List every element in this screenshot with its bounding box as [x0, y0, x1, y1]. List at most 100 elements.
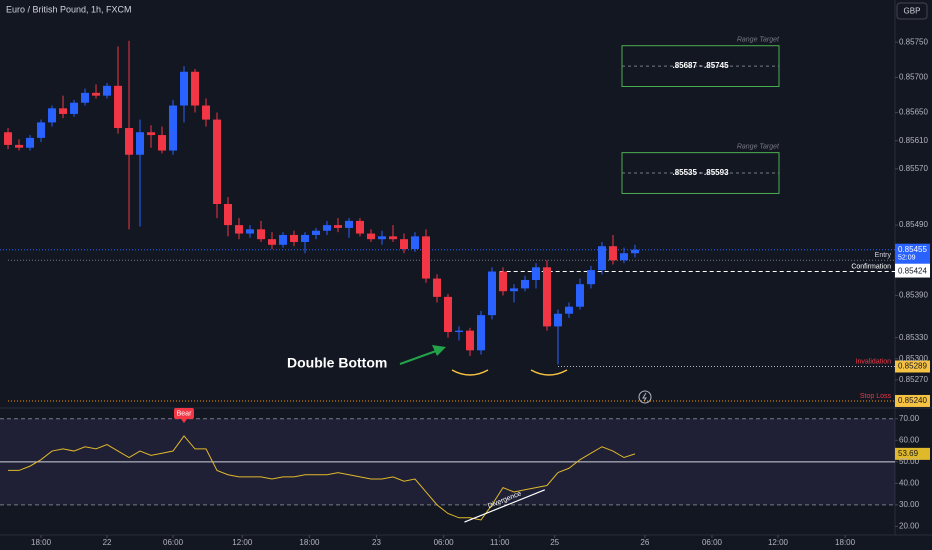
candle-body	[147, 132, 156, 136]
bottom-curve	[530, 369, 568, 376]
candle-body	[542, 267, 551, 327]
candle-body	[399, 239, 408, 250]
level-label: Entry	[875, 252, 892, 259]
candle-body	[378, 236, 387, 240]
candle-body	[476, 315, 485, 351]
candle-body	[421, 236, 430, 279]
divergence-line	[464, 489, 546, 523]
x-tick-label: 18:00	[31, 538, 52, 547]
y-tick-label: 0.85390	[899, 291, 928, 300]
range-title: Range Target	[737, 143, 780, 150]
level-value-box	[895, 360, 930, 373]
candle-body	[367, 233, 376, 240]
x-tick-label: 18:00	[835, 538, 856, 547]
candle-body	[114, 85, 123, 129]
candle-body	[410, 236, 419, 250]
candle-body	[531, 267, 540, 280]
last-price-label: 0.85455	[898, 245, 927, 254]
alert-icon[interactable]	[638, 390, 652, 404]
x-tick-label: 06:00	[434, 538, 455, 547]
candle-body	[575, 284, 584, 307]
candle-body	[465, 330, 474, 351]
alert-bolt[interactable]	[642, 392, 647, 402]
candle-body	[48, 108, 57, 123]
y-tick-label: 50.00	[899, 457, 920, 466]
candle-body	[323, 225, 332, 231]
candle-body	[312, 230, 321, 235]
candle-body	[246, 229, 255, 234]
candle-body	[509, 288, 518, 292]
candle-body	[345, 220, 354, 228]
candle-body	[608, 246, 617, 261]
candle-body	[70, 102, 79, 114]
x-tick-label: 26	[640, 538, 649, 547]
candle-body	[619, 253, 628, 261]
y-tick-label: 60.00	[899, 435, 920, 444]
x-tick-label: 23	[372, 538, 381, 547]
x-tick-label: 06:00	[702, 538, 723, 547]
alert-circle[interactable]	[638, 390, 652, 404]
level-value-box	[895, 265, 930, 278]
candle-body	[235, 225, 244, 234]
candle-body	[81, 92, 90, 103]
candle-body	[487, 271, 496, 316]
y-tick-label: 0.85270	[899, 375, 928, 384]
y-tick-label: 0.85330	[899, 333, 928, 342]
level-value-box	[895, 394, 930, 407]
bear-box	[174, 407, 195, 419]
candle-body	[301, 234, 310, 242]
currency-label[interactable]: GBP	[904, 7, 921, 16]
candle-body	[125, 128, 134, 155]
x-tick-label: 11:00	[490, 538, 510, 547]
candle-body	[191, 71, 200, 106]
candle-body	[443, 296, 452, 333]
y-tick-label: 0.85750	[899, 37, 928, 46]
candle-body	[103, 85, 112, 96]
y-tick-label: 0.85650	[899, 108, 928, 117]
double-bottom-arrow	[399, 345, 446, 365]
countdown: 52:09	[898, 255, 916, 262]
candle-body	[59, 108, 68, 114]
candle-body	[136, 132, 145, 155]
candle-body	[180, 71, 189, 106]
rsi-value-label: 53.69	[898, 449, 919, 458]
y-tick-label: 0.85490	[899, 220, 928, 229]
candle-body	[432, 278, 441, 297]
bear-label: Bear	[177, 410, 192, 417]
rsi-value-box	[895, 447, 930, 460]
bottom-curve	[451, 369, 489, 376]
candle-body	[454, 330, 463, 333]
candle-body	[520, 279, 529, 289]
level-label: Confirmation	[851, 263, 891, 270]
x-tick-label: 18:00	[299, 538, 320, 547]
y-tick-label: 0.85610	[899, 136, 928, 145]
candle-body	[37, 122, 46, 138]
candle-body	[15, 144, 24, 148]
candle-body	[564, 306, 573, 314]
candle-body	[202, 105, 211, 120]
candle-body	[4, 132, 13, 145]
y-tick-label: 0.85300	[899, 354, 928, 363]
annotation-text: Double Bottom	[287, 355, 387, 371]
range-label: .85687 - .85745	[672, 61, 729, 70]
x-tick-label: 06:00	[163, 538, 184, 547]
y-tick-label: 40.00	[899, 478, 920, 487]
level-value-label: 0.85289	[898, 362, 927, 371]
candle-body	[356, 220, 365, 234]
candle-body	[26, 137, 35, 148]
candle-body	[92, 92, 101, 96]
candle-body	[290, 234, 299, 242]
candle-body	[630, 249, 639, 254]
arrow-shaft	[399, 350, 437, 365]
rsi-line	[8, 435, 636, 521]
candle-body	[334, 225, 343, 228]
level-value-label: 0.85424	[898, 267, 927, 276]
level-label: Stop Loss	[860, 393, 892, 400]
level-value-label: 0.85240	[898, 396, 927, 405]
y-tick-label: 30.00	[899, 500, 920, 509]
y-tick-label: 70.00	[899, 414, 920, 423]
currency-button[interactable]	[896, 2, 928, 20]
